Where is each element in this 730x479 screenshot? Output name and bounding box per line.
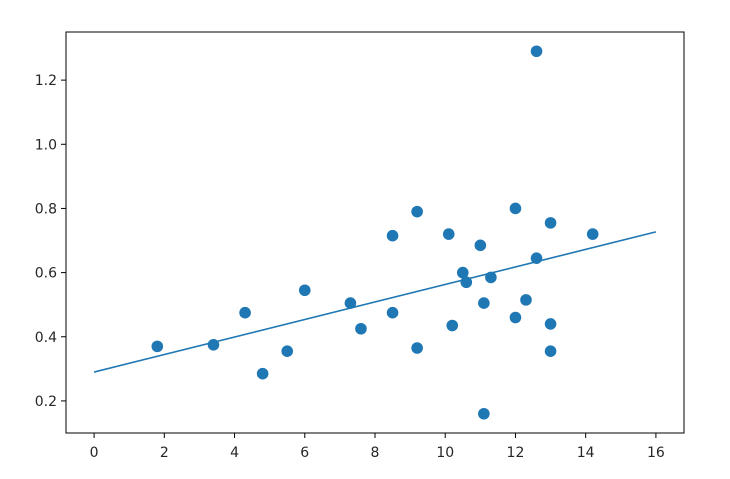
y-tick-label: 1.0 <box>35 137 57 153</box>
x-tick-label: 10 <box>436 445 454 461</box>
x-tick-label: 2 <box>160 445 169 461</box>
x-tick-label: 6 <box>300 445 309 461</box>
scatter-point-15 <box>460 276 473 289</box>
y-tick-label: 0.8 <box>35 201 57 217</box>
scatter-point-23 <box>530 252 543 264</box>
x-tick-label: 12 <box>507 445 525 461</box>
scatter-point-5 <box>298 284 311 297</box>
scatter-point-19 <box>485 271 497 284</box>
scatter-point-21 <box>509 311 522 324</box>
scatter-point-25 <box>544 217 557 229</box>
scatter-point-16 <box>474 239 487 252</box>
scatter-point-3 <box>256 367 269 380</box>
y-tick-label: 0.4 <box>35 330 57 346</box>
scatter-point-24 <box>530 45 543 58</box>
scatter-point-22 <box>520 294 532 306</box>
scatter-point-7 <box>355 322 367 335</box>
x-tick-label: 4 <box>230 445 239 461</box>
scatter-point-2 <box>239 306 251 319</box>
scatter-point-4 <box>281 345 294 357</box>
scatter-point-8 <box>386 306 399 319</box>
scatter-point-10 <box>411 205 423 218</box>
scatter-point-12 <box>442 228 455 240</box>
scatter-point-0 <box>151 340 164 353</box>
y-tick-label: 1.2 <box>35 73 57 89</box>
scatter-point-28 <box>586 228 599 240</box>
fit-line <box>93 231 657 373</box>
scatter-point-18 <box>478 407 490 420</box>
x-tick-label: 0 <box>90 445 99 461</box>
scatter-point-9 <box>386 229 399 242</box>
scatter-point-11 <box>411 342 423 354</box>
scatter-point-1 <box>207 338 220 351</box>
x-tick-label: 14 <box>577 445 595 461</box>
x-tick-label: 8 <box>371 445 380 461</box>
scatter-point-27 <box>544 345 557 357</box>
scatter-point-14 <box>456 266 469 279</box>
y-tick-label: 0.6 <box>35 266 57 282</box>
x-tick-label: 16 <box>647 445 665 461</box>
y-tick-label: 0.2 <box>35 394 57 410</box>
scatter-point-13 <box>446 319 459 332</box>
scatter-point-20 <box>509 202 522 215</box>
scatter-point-6 <box>344 297 357 309</box>
scatter-point-17 <box>478 297 490 309</box>
scatter-point-26 <box>544 318 557 330</box>
